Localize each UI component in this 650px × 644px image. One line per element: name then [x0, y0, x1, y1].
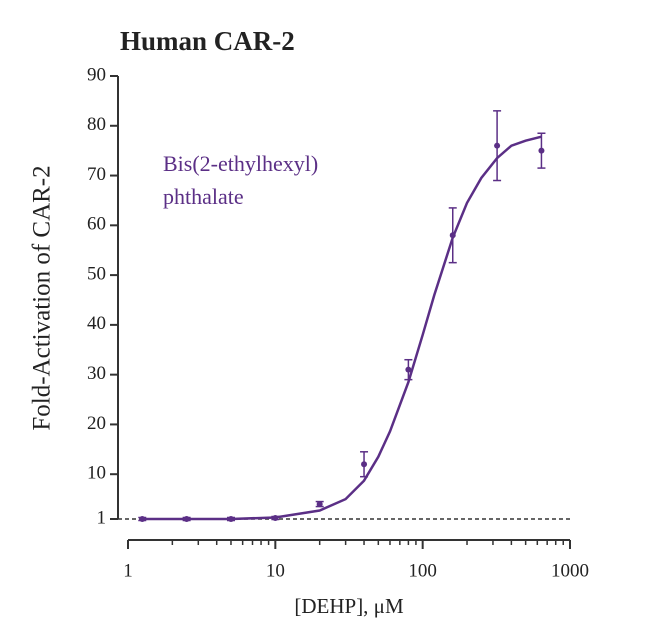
data-point: [316, 501, 323, 508]
y-tick-label: 1: [97, 507, 107, 528]
data-point: [183, 516, 190, 522]
data-point: [227, 516, 234, 522]
y-tick-label: 90: [87, 64, 106, 85]
chart-title: Human CAR-2: [120, 26, 295, 56]
y-tick-label: 80: [87, 114, 106, 135]
data-point: [494, 142, 501, 149]
x-tick-label: 1000: [551, 560, 589, 581]
data-point: [139, 516, 146, 522]
y-tick-label: 50: [87, 263, 106, 284]
y-tick-label: 40: [87, 313, 106, 334]
annotation: phthalate: [163, 184, 244, 209]
x-axis-label: [DEHP], μM: [294, 594, 404, 618]
data-point: [405, 366, 412, 373]
x-tick-label: 100: [408, 560, 437, 581]
x-tick-label: 1: [123, 560, 133, 581]
y-tick-label: 20: [87, 413, 106, 434]
y-tick-label: 10: [87, 463, 106, 484]
x-tick-label: 10: [266, 560, 285, 581]
y-tick-label: 30: [87, 363, 106, 384]
y-axis-label: Fold-Activation of CAR-2: [29, 165, 56, 430]
annotation: Bis(2-ethylhexyl): [163, 151, 318, 176]
data-point: [272, 515, 279, 522]
data-point: [361, 461, 368, 468]
data-point: [449, 232, 456, 239]
fit-curve: [142, 135, 542, 521]
y-tick-label: 60: [87, 214, 106, 235]
data-point: [538, 147, 545, 154]
y-tick-label: 70: [87, 164, 106, 185]
